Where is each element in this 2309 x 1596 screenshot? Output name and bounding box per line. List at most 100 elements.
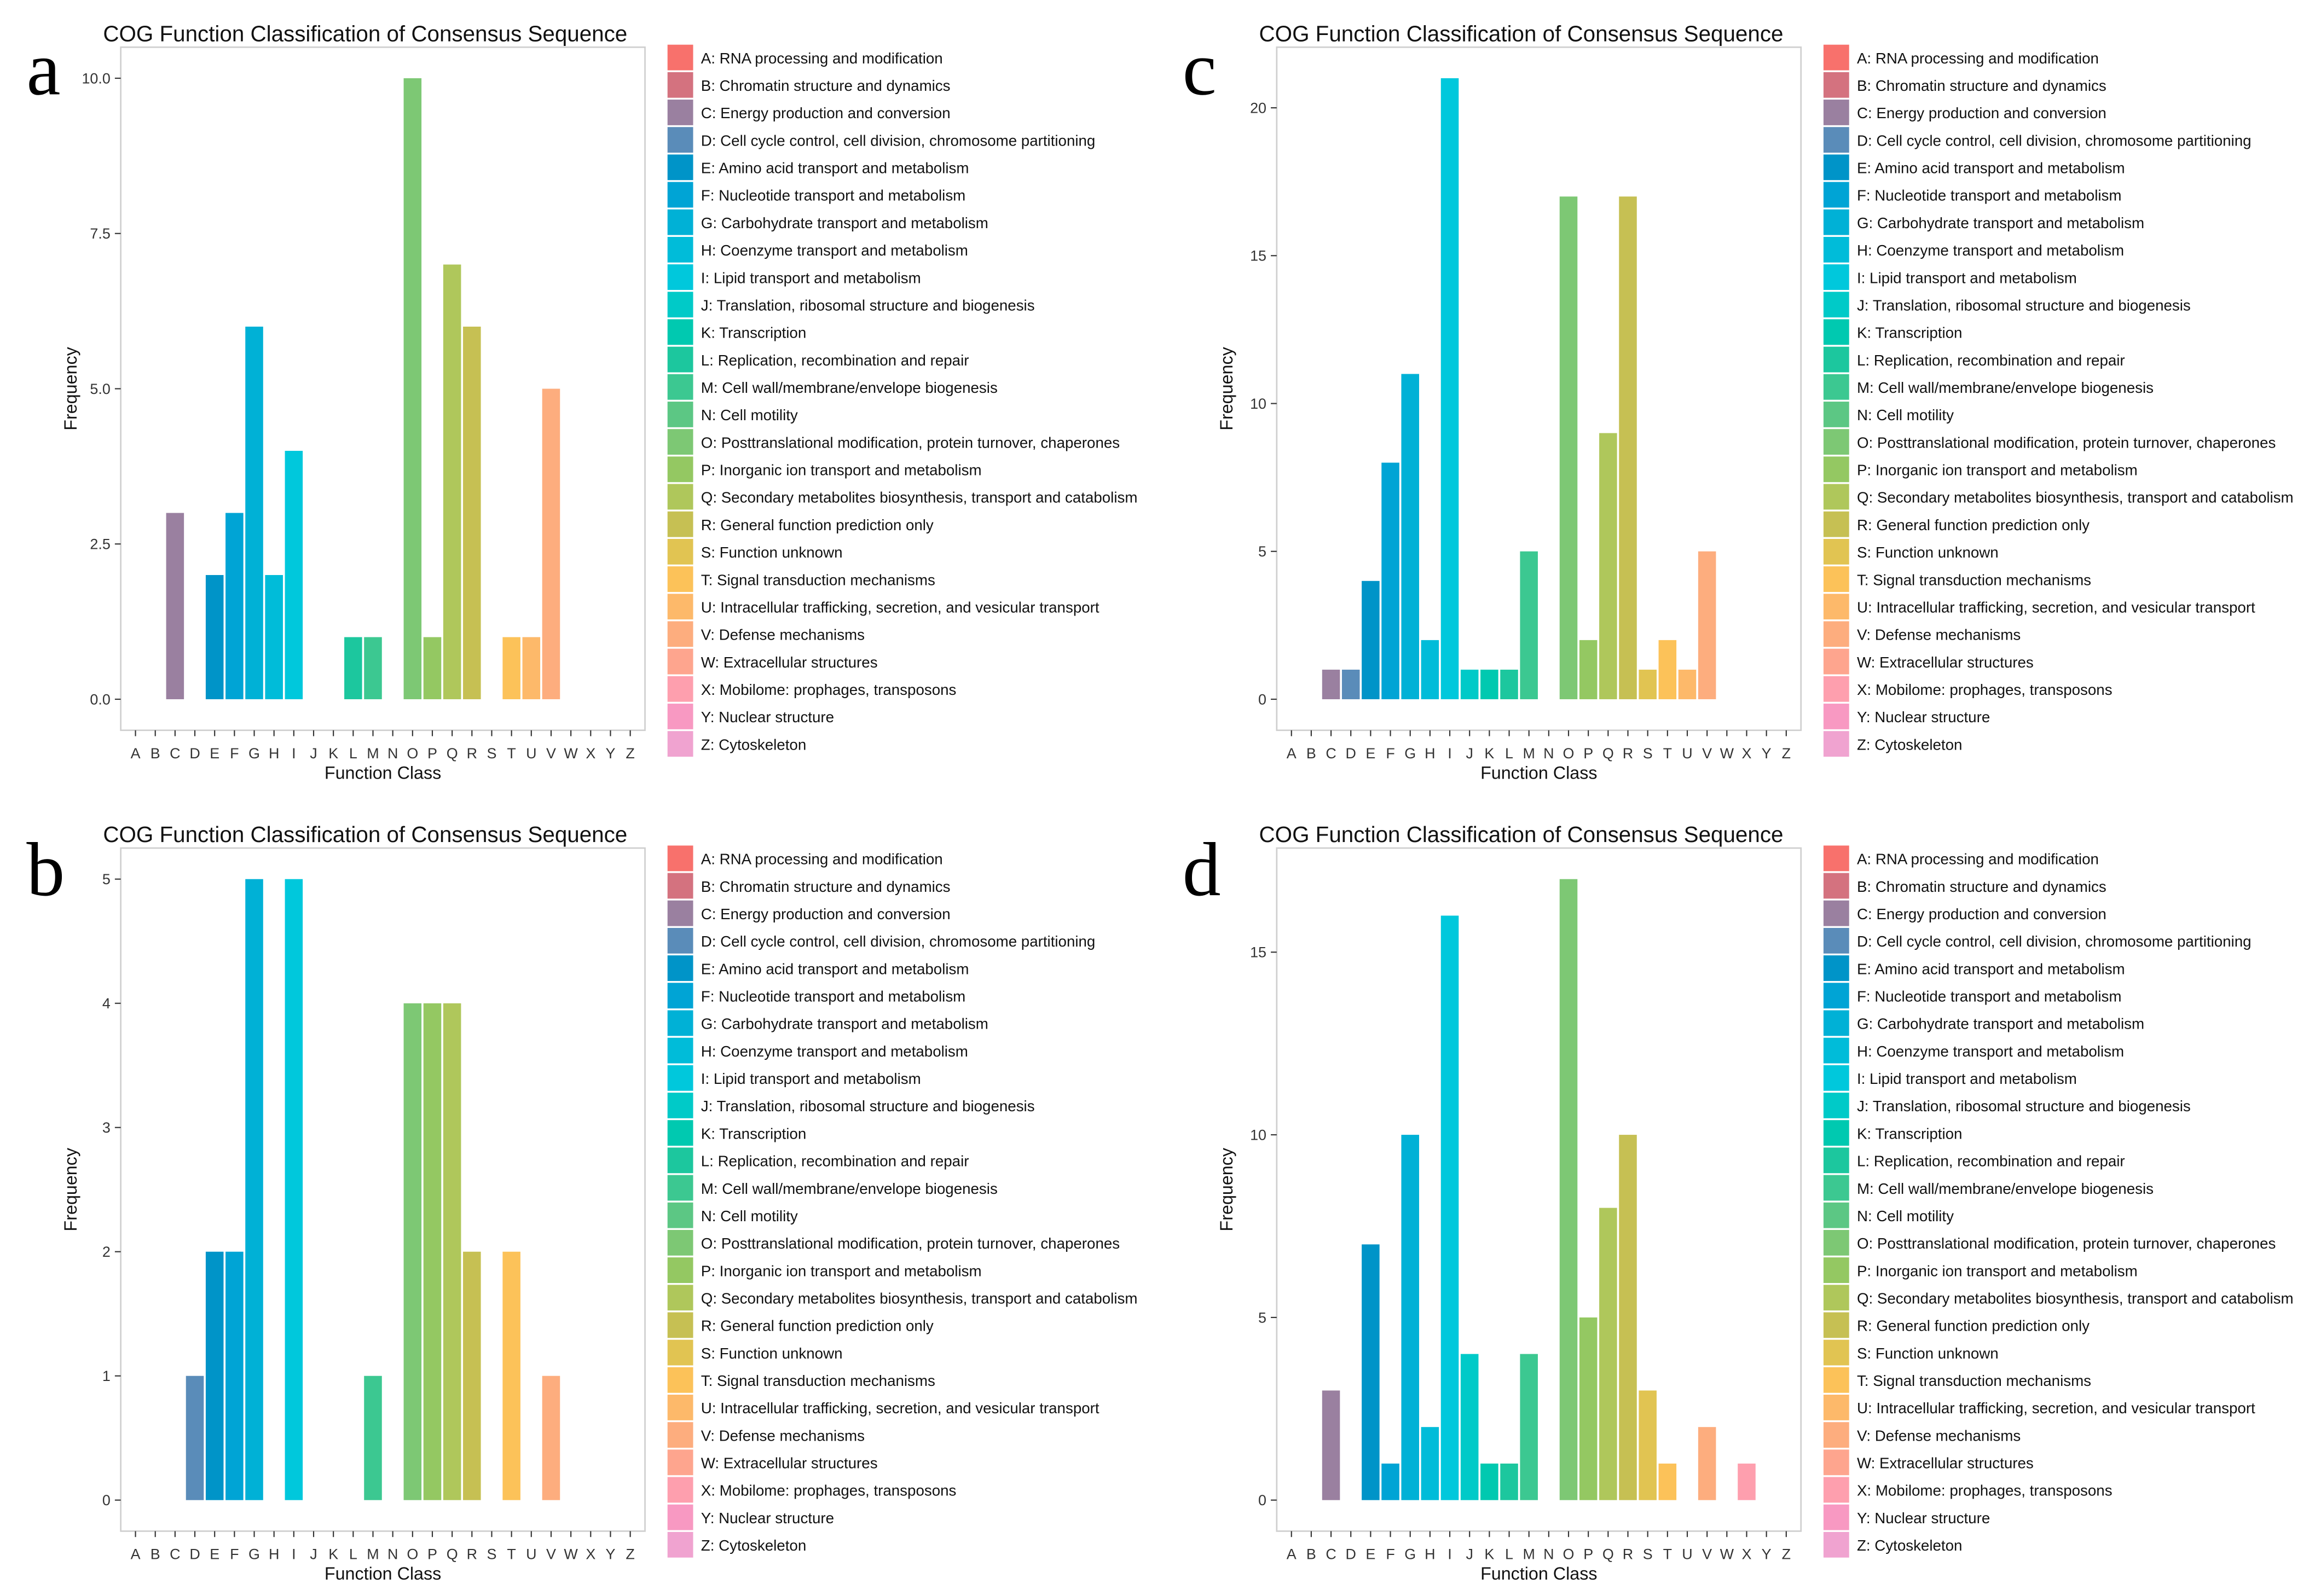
legend-swatch [1822,98,1850,126]
legend-label: O: Posttranslational modification, prote… [1857,434,2276,451]
legend-label: K: Transcription [1857,1125,1962,1142]
x-tick-label: D [1346,745,1356,762]
legend-swatch [1822,208,1850,236]
x-tick-label: I [292,1546,296,1563]
bar-L [1500,669,1518,699]
bar-P [1579,640,1598,699]
y-tick-label: 3 [102,1119,111,1136]
legend-swatch [667,44,695,72]
bar-I [1440,915,1459,1500]
y-tick-label: 5.0 [90,381,110,397]
legend-label: F: Nucleotide transport and metabolism [701,187,966,204]
legend-label: R: General function prediction only [701,1318,934,1334]
legend-label: G: Carbohydrate transport and metabolism [1857,1015,2144,1032]
y-tick-label: 2 [102,1244,111,1260]
x-tick-label: B [1306,1546,1316,1563]
legend-swatch [1822,872,1850,900]
panel-letter: c [1183,26,1217,111]
legend-swatch [667,675,695,703]
legend-label: H: Coenzyme transport and metabolism [1857,242,2124,259]
legend-swatch [667,982,695,1009]
bar-L [344,637,362,699]
bar-G [245,326,263,699]
x-tick-label: U [526,1546,536,1563]
legend-swatch [667,565,695,593]
x-tick-label: T [507,1546,516,1563]
x-tick-label: T [1663,745,1672,762]
legend-swatch [667,71,695,99]
bar-C [166,513,184,699]
legend-swatch [667,1146,695,1174]
legend-label: X: Mobilome: prophages, transposons [1857,681,2113,698]
legend-label: S: Function unknown [701,544,843,561]
bar-H [1421,1427,1439,1500]
legend: A: RNA processing and modification B: Chr… [667,44,1137,758]
legend-swatch [1822,1119,1850,1147]
legend-swatch [1822,401,1850,428]
x-tick-label: N [1543,745,1554,762]
legend-swatch [1822,263,1850,291]
legend-label: P: Inorganic ion transport and metabolis… [1857,1262,2138,1279]
legend-swatch [667,126,695,154]
legend-swatch [667,703,695,730]
x-tick-label: V [546,1546,556,1563]
y-axis-title: Frequency [1217,1147,1236,1231]
x-tick-label: P [427,745,437,762]
x-tick-label: W [1720,1546,1734,1563]
x-tick-label: V [1702,745,1712,762]
x-tick-label: M [367,745,379,762]
legend-swatch [1822,899,1850,927]
x-tick-label: Z [1782,1546,1791,1563]
x-tick-label: Y [605,1546,615,1563]
y-tick-label: 7.5 [90,225,110,242]
legend-label: A: RNA processing and modification [1857,851,2099,868]
legend-label: V: Defense mechanisms [701,1427,865,1444]
legend-swatch [667,98,695,126]
bar-G [245,879,263,1500]
legend-label: X: Mobilome: prophages, transposons [701,681,957,698]
bar-Q [1599,1208,1617,1500]
legend-swatch [667,1092,695,1119]
bar-T [1658,640,1677,699]
legend: A: RNA processing and modification B: Chr… [667,844,1137,1559]
y-tick-label: 5 [1258,1309,1266,1326]
legend-swatch [1822,318,1850,346]
bar-P [1579,1317,1598,1500]
legend-swatch [1822,428,1850,456]
legend-swatch [1822,844,1850,872]
x-tick-label: Z [626,745,634,762]
plot-frame [1276,847,1802,1532]
panel-d: d COG Function Classification of Consensu… [1183,822,2294,1583]
bar-Q [443,1003,461,1500]
legend-label: V: Defense mechanisms [701,626,865,643]
legend-swatch [1822,1146,1850,1174]
y-tick-label: 4 [102,995,111,1012]
legend-label: J: Translation, ribosomal structure and … [1857,1098,2191,1115]
bar-F [225,513,244,699]
legend-swatch [667,1366,695,1394]
bar-R [1619,1135,1637,1500]
legend: A: RNA processing and modification B: Chr… [1822,844,2294,1559]
x-tick-label: M [1523,745,1535,762]
legend-label: O: Posttranslational modification, prote… [1857,1235,2276,1252]
x-tick-label: P [1583,745,1593,762]
y-tick-label: 0.0 [90,691,110,707]
legend-swatch [1822,1174,1850,1202]
x-tick-label: R [467,745,477,762]
legend-swatch [1822,593,1850,620]
legend-label: W: Extracellular structures [1857,1455,2034,1472]
legend-label: R: General function prediction only [1857,1318,2090,1334]
bar-O [1559,879,1578,1500]
x-tick-label: H [1425,745,1435,762]
legend-swatch [667,1531,695,1559]
bar-D [1341,669,1360,699]
legend-swatch [1822,1092,1850,1119]
legend-label: Y: Nuclear structure [1857,709,1990,726]
x-tick-label: Y [605,745,615,762]
legend-label: Y: Nuclear structure [701,1510,834,1527]
bar-P [423,637,442,699]
legend-label: X: Mobilome: prophages, transposons [701,1482,957,1499]
legend-label: Y: Nuclear structure [701,709,834,726]
x-tick-label: L [1505,1546,1513,1563]
